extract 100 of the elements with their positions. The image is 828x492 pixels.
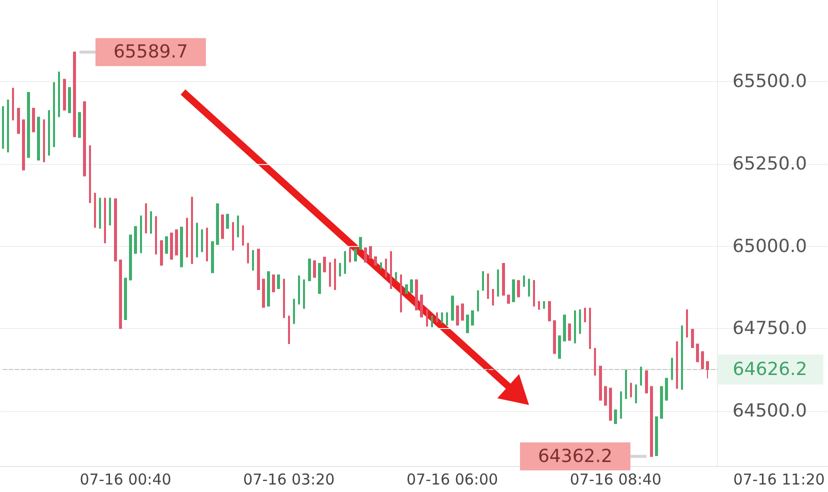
candlestick	[242, 225, 244, 246]
candlestick	[43, 119, 45, 162]
candlestick	[380, 262, 382, 269]
candlestick	[426, 309, 428, 327]
candlestick	[12, 88, 14, 120]
candlestick	[68, 87, 71, 114]
candlestick	[436, 312, 438, 322]
candlestick	[609, 388, 612, 421]
candlestick	[620, 391, 622, 419]
candlestick	[226, 214, 229, 229]
x-tick-label: 07-16 00:40	[80, 470, 172, 488]
candlestick	[145, 203, 147, 234]
candlestick	[334, 258, 336, 290]
candlestick	[538, 301, 540, 310]
ref-line-label: 64626.2	[732, 358, 808, 380]
candlestick	[114, 198, 117, 262]
candlestick	[471, 310, 474, 326]
candlestick	[517, 280, 520, 298]
candlestick	[630, 382, 632, 398]
candlestick	[283, 278, 285, 318]
candlestick	[492, 288, 494, 306]
candlestick	[410, 279, 413, 294]
candlestick	[451, 296, 454, 321]
y-tick-label: 65250.0	[732, 154, 807, 175]
candlestick	[150, 211, 152, 234]
candlestick	[201, 229, 203, 252]
candlestick	[568, 324, 571, 341]
candlestick	[528, 278, 530, 297]
candlestick	[359, 236, 362, 250]
candlestick	[696, 344, 699, 362]
candlestick	[584, 308, 586, 322]
candlestick	[655, 416, 658, 456]
annotation: 65589.7	[113, 42, 188, 63]
candlestick	[298, 275, 300, 304]
candlestick	[129, 234, 132, 280]
candlestick	[22, 119, 25, 170]
candlestick	[109, 198, 111, 226]
candlestick	[446, 312, 448, 326]
candlestick	[390, 251, 392, 289]
candlestick	[165, 236, 168, 254]
x-tick-label: 07-16 06:00	[406, 470, 498, 488]
candlestick	[155, 216, 157, 254]
candlestick	[211, 241, 214, 274]
candlestick	[94, 192, 96, 228]
candlestick	[186, 218, 188, 258]
candlestick	[339, 262, 341, 276]
candlestick	[579, 309, 581, 334]
candlestick	[502, 262, 505, 296]
candlestick	[140, 216, 142, 254]
candlestick	[232, 222, 234, 250]
candlestick	[206, 228, 208, 262]
candlestick	[257, 248, 260, 290]
candlestick	[369, 246, 372, 259]
candlestick	[523, 275, 525, 287]
candlestick	[329, 262, 331, 287]
candlestick	[650, 386, 653, 457]
candlestick	[308, 258, 311, 282]
candlestick	[482, 271, 484, 291]
candlestick	[17, 108, 20, 134]
candlestick	[216, 203, 219, 245]
candlestick	[706, 361, 709, 379]
candlestick	[134, 226, 137, 254]
candlestick	[303, 279, 305, 309]
candlestick	[589, 308, 591, 349]
candlestick	[533, 280, 535, 306]
candlestick	[456, 305, 459, 326]
candlestick	[385, 258, 387, 278]
candlestick	[318, 262, 321, 294]
x-tick-label: 07-16 11:20	[733, 470, 825, 488]
candlestick	[32, 108, 35, 132]
candlestick	[191, 196, 193, 264]
candlestick	[89, 145, 91, 204]
candlestick	[660, 386, 663, 419]
candlestick	[58, 72, 60, 118]
candlestick	[553, 320, 556, 354]
candlestick	[645, 370, 648, 394]
candlestick	[441, 312, 443, 324]
candlestick	[594, 348, 596, 376]
candlestick	[548, 301, 551, 322]
candlestick	[395, 272, 397, 280]
annotation: 64362.2	[538, 446, 612, 467]
candlestick	[293, 298, 295, 324]
candlestick	[237, 216, 239, 238]
candlestick	[288, 316, 290, 344]
candlestick	[574, 310, 576, 344]
candlestick	[599, 366, 602, 401]
candlestick	[640, 366, 642, 386]
candlestick	[635, 384, 637, 404]
candlestick	[349, 248, 351, 262]
candlestick	[604, 386, 607, 406]
candlestick	[461, 303, 464, 321]
candlestick	[262, 278, 265, 308]
candlestick	[119, 260, 122, 329]
candlestick	[681, 326, 683, 390]
candlestick	[415, 279, 418, 310]
candlestick	[477, 290, 479, 312]
candlestick	[247, 242, 249, 264]
candlestick	[252, 250, 254, 271]
candlestick	[313, 260, 316, 278]
candlestick	[487, 274, 489, 299]
